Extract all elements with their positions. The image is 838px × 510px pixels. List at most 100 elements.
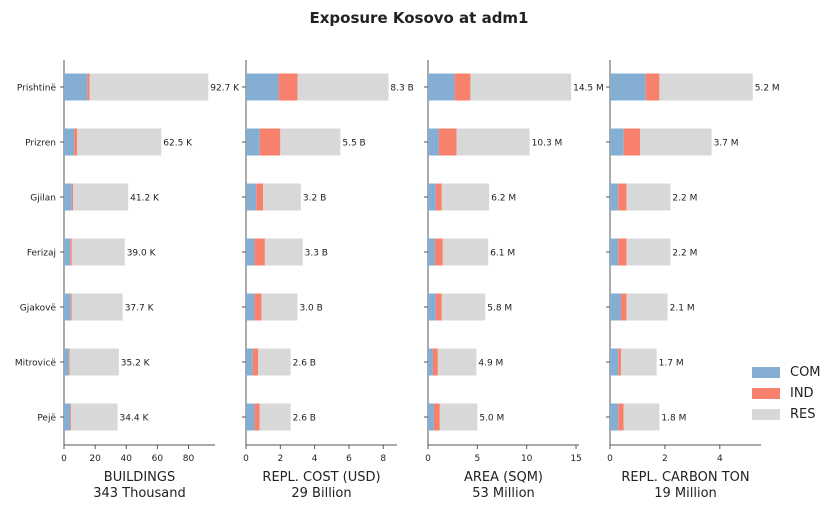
legend: COM IND RES [752,362,821,425]
y-tick-label: Mitrovicë [15,359,57,369]
bar-ind [435,183,442,211]
bar-ind [252,348,259,376]
bar-com [610,183,619,211]
bar-com [246,403,255,431]
bar-com [64,403,71,431]
x-tick-label: 6 [346,454,352,464]
data-label: 1.7 M [659,359,684,369]
legend-item-com: COM [752,362,821,383]
bar-com [64,183,72,211]
bar-res [258,348,291,376]
bar-res [77,128,162,156]
x-tick-label: 0 [425,454,431,464]
bar-ind [438,128,457,156]
y-tick-label: Gjakovë [20,304,57,314]
bar-com [610,128,624,156]
bar-res [73,183,129,211]
bar-com [428,348,433,376]
bar-ind [620,293,627,321]
bar-res [69,348,119,376]
bar-res [456,128,530,156]
bar-ind [87,73,90,101]
y-tick-label: Prishtinë [17,84,57,94]
data-label: 39.0 K [127,249,157,259]
bar-com [246,183,257,211]
y-tick-label: Gjilan [30,194,56,204]
bar-res [623,403,660,431]
legend-item-ind: IND [752,383,821,404]
bar-ind [618,238,627,266]
bar-res [71,403,118,431]
data-label: 2.6 B [293,359,316,369]
data-label: 2.6 B [293,414,316,424]
bar-ind [433,403,440,431]
bar-res [470,73,572,101]
bar-ind [254,403,260,431]
bar-ind [432,348,438,376]
data-label: 35.2 K [121,359,151,369]
bar-com [428,73,455,101]
bar-res [261,293,298,321]
bar-com [610,238,619,266]
bar-com [610,293,621,321]
x-tick-label: 10 [521,454,533,464]
bar-ind [68,348,70,376]
bar-ind [645,73,660,101]
legend-swatch-res [752,409,780,420]
x-tick-label: 20 [89,454,101,464]
x-axis-label: BUILDINGS [104,470,175,485]
data-label: 5.2 M [755,84,780,94]
data-label: 62.5 K [163,139,193,149]
bar-com [428,128,439,156]
bar-ind [70,238,72,266]
bar-com [246,128,260,156]
bar-com [246,73,279,101]
bar-ind [278,73,298,101]
bar-res [297,73,389,101]
bar-res [264,238,303,266]
data-label: 5.5 B [342,139,365,149]
x-tick-label: 0 [607,454,613,464]
bar-res [626,293,668,321]
data-label: 92.7 K [210,84,240,94]
bar-ind [618,348,621,376]
bar-ind [70,293,72,321]
bar-com [246,348,253,376]
x-tick-label: 40 [121,454,133,464]
bar-res [441,183,490,211]
bar-com [428,403,434,431]
bar-com [64,348,69,376]
bar-res [71,238,125,266]
bar-res [626,238,671,266]
bar-ind [623,128,641,156]
bar-com [428,293,436,321]
bar-com [428,238,435,266]
bar-com [610,403,619,431]
bar-res [71,293,123,321]
x-tick-label: 8 [380,454,386,464]
bar-ind [71,183,74,211]
legend-label-com: COM [790,365,821,380]
bar-com [610,348,619,376]
x-tick-label: 15 [570,454,581,464]
bar-ind [70,403,72,431]
y-tick-label: Pejë [37,414,56,424]
bar-res [263,183,301,211]
bar-res [439,403,478,431]
data-label: 3.2 B [303,194,326,204]
bar-com [246,238,255,266]
bar-res [626,183,671,211]
data-label: 3.3 B [305,249,328,259]
bar-com [428,183,436,211]
data-label: 8.3 B [390,84,413,94]
x-tick-label: 0 [61,454,67,464]
bar-ind [254,238,265,266]
bar-ind [434,238,443,266]
data-label: 5.0 M [479,414,504,424]
x-tick-label: 4 [312,454,318,464]
x-axis-total: 53 Million [472,486,535,501]
data-label: 5.8 M [487,304,512,314]
data-label: 1.8 M [661,414,686,424]
bar-res [437,348,477,376]
